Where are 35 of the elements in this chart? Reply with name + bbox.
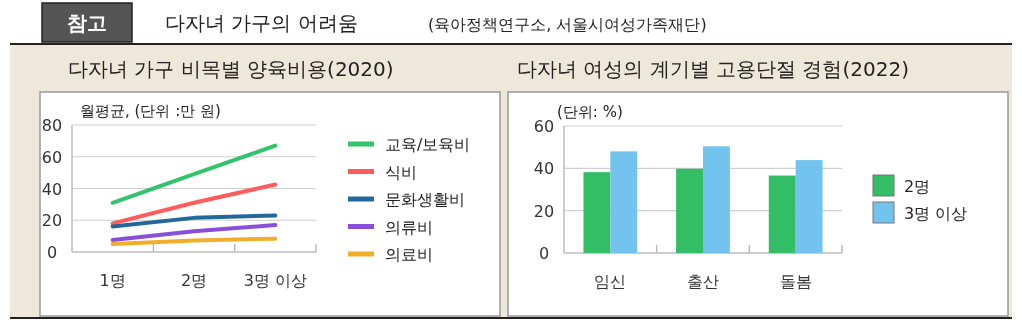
x-tick-label: 1명 — [99, 271, 126, 290]
bar — [768, 175, 796, 253]
legend-label: 식비 — [385, 162, 417, 182]
y-axis-title: 월평균, (단위 :만 원) — [80, 102, 221, 120]
x-tick-label: 3명 이상 — [243, 271, 307, 290]
text: 참고 — [67, 11, 107, 35]
y-tick-label: 0 — [538, 244, 550, 263]
y-tick-label: 80 — [41, 116, 63, 135]
legend-label: 의료비 — [385, 245, 433, 264]
text: 다자녀 가구의 어려움 — [165, 11, 358, 35]
bar — [703, 146, 730, 253]
x-tick-label: 2명 — [180, 271, 208, 290]
bar — [676, 168, 703, 253]
y-tick-label: 60 — [533, 117, 555, 136]
chart-title: 다자녀 여성의 계기별 고용단절 경험(2022) — [517, 57, 909, 81]
bar — [795, 160, 823, 253]
legend-label: 2명 — [904, 177, 931, 196]
bar — [610, 151, 638, 253]
y-tick-label: 20 — [533, 201, 555, 221]
legend-label: 문화생활비 — [385, 190, 465, 209]
x-tick-label: 출산 — [687, 272, 719, 291]
y-tick-label: 60 — [41, 147, 63, 167]
text: (육아정책연구소, 서울시여성가족재단) — [428, 15, 707, 34]
y-tick-label: 40 — [533, 159, 555, 179]
y-tick-label: 40 — [41, 179, 63, 199]
chart-title: 다자녀 가구 비목별 양육비용(2020) — [68, 57, 394, 81]
legend-label: 3명 이상 — [904, 204, 968, 223]
y-tick-label: 20 — [41, 211, 63, 231]
y-tick-label: 0 — [46, 243, 58, 262]
bar — [583, 172, 611, 253]
legend-label: 의류비 — [385, 217, 433, 237]
x-tick-label: 임신 — [594, 272, 627, 291]
legend-label: 교육/보육비 — [385, 135, 471, 154]
y-axis-title: (단위: %) — [557, 103, 623, 121]
x-tick-label: 돌봄 — [779, 272, 812, 291]
